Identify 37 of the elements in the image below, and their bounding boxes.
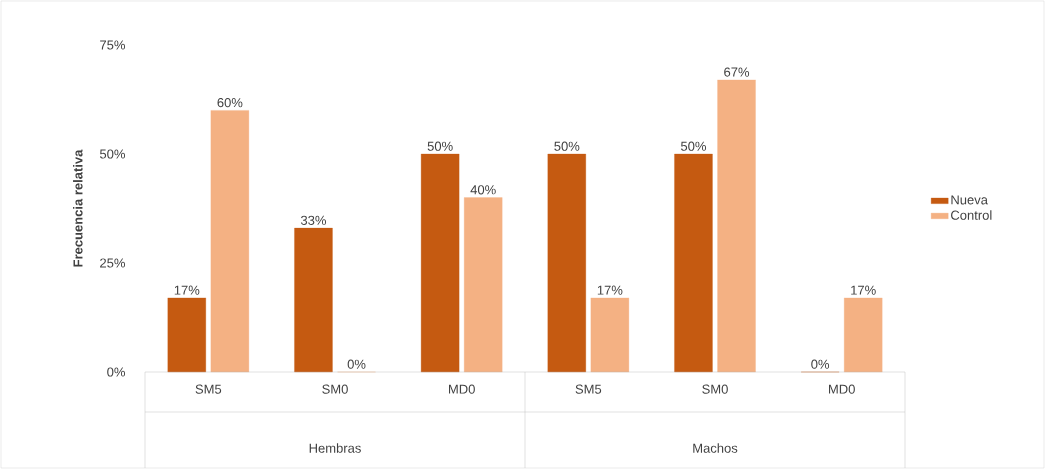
data-label: 17% xyxy=(851,285,876,295)
bar xyxy=(844,297,883,373)
data-label: 50% xyxy=(680,141,707,151)
data-label: 40% xyxy=(470,185,496,195)
legend-label: Nueva xyxy=(951,195,988,205)
data-label: 33% xyxy=(300,215,327,225)
x-tick-label: SM5 xyxy=(575,384,602,394)
x-tick-label: SM0 xyxy=(702,384,728,394)
y-tick-label: 50% xyxy=(99,149,126,159)
data-label: 60% xyxy=(217,98,243,108)
data-label: 0% xyxy=(347,359,366,369)
data-label: 67% xyxy=(724,67,750,77)
text: Hembras xyxy=(309,443,361,453)
bar xyxy=(717,79,756,373)
data-label: 50% xyxy=(427,141,453,151)
data-label: 50% xyxy=(554,141,580,151)
legend-label: Control xyxy=(951,210,992,220)
bar xyxy=(547,153,586,373)
y-axis-title: Frecuencia relativa xyxy=(73,149,83,267)
bar xyxy=(420,153,460,373)
x-tick-label: SM5 xyxy=(195,384,222,394)
bar xyxy=(674,153,713,373)
data-label: 17% xyxy=(174,285,200,295)
y-tick-label: 25% xyxy=(100,258,126,268)
bar xyxy=(464,197,503,373)
data-label: 17% xyxy=(597,285,623,295)
x-tick-label: MD0 xyxy=(449,384,475,394)
x-tick-label: SM0 xyxy=(322,384,348,394)
bar xyxy=(590,297,630,373)
bar xyxy=(294,227,333,373)
bar xyxy=(210,110,250,373)
y-tick-label: 0% xyxy=(107,367,126,377)
y-tick-label: 75% xyxy=(100,40,126,50)
x-tick-label: MD0 xyxy=(829,384,855,394)
text: Machos xyxy=(693,443,738,453)
data-label: 0% xyxy=(811,359,830,369)
bar xyxy=(167,297,206,373)
